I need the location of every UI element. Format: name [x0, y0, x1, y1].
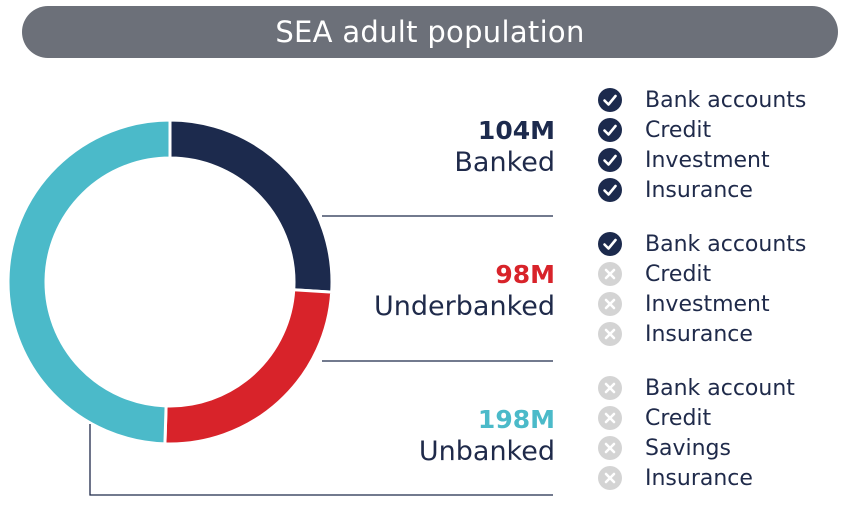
feature-item: Credit — [598, 403, 795, 433]
feature-label: Bank accounts — [645, 87, 807, 113]
feature-item: Savings — [598, 433, 795, 463]
segment-name-underbanked: Underbanked — [374, 291, 555, 322]
cross-icon — [598, 376, 622, 400]
title-bar: SEA adult population — [22, 6, 838, 58]
segment-label-underbanked: 98M Underbanked — [374, 260, 555, 324]
connector-line-unbanked — [89, 424, 553, 496]
feature-item: Credit — [598, 115, 806, 145]
segment-value-underbanked: 98M — [495, 260, 555, 289]
feature-label: Insurance — [645, 465, 753, 491]
feature-item: Insurance — [598, 175, 806, 205]
cross-icon — [598, 322, 622, 346]
feature-item: Investment — [598, 289, 806, 319]
feature-label: Credit — [645, 117, 712, 143]
cross-icon — [598, 436, 622, 460]
feature-list-banked: Bank accounts Credit Investment Insuranc… — [598, 85, 806, 205]
cross-icon — [598, 406, 622, 430]
feature-item: Insurance — [598, 463, 795, 493]
feature-item: Credit — [598, 259, 806, 289]
feature-item: Bank accounts — [598, 85, 806, 115]
feature-list-underbanked: Bank accounts Credit Investment Insuranc… — [598, 229, 806, 349]
feature-label: Insurance — [645, 321, 753, 347]
cross-icon — [598, 262, 622, 286]
feature-label: Investment — [645, 147, 770, 173]
feature-label: Bank accounts — [645, 231, 807, 257]
segment-label-banked: 104M Banked — [454, 116, 555, 180]
check-icon — [598, 232, 622, 256]
feature-label: Investment — [645, 291, 770, 317]
feature-item: Bank accounts — [598, 229, 806, 259]
segment-value-unbanked: 198M — [477, 405, 555, 434]
check-icon — [598, 88, 622, 112]
donut-segment-unbanked — [6, 118, 172, 446]
feature-label: Savings — [645, 435, 731, 461]
feature-item: Bank account — [598, 373, 795, 403]
feature-list-unbanked: Bank account Credit Savings Insurance — [598, 373, 795, 493]
cross-icon — [598, 292, 622, 316]
feature-label: Credit — [645, 261, 712, 287]
check-icon — [598, 178, 622, 202]
donut-segment-underbanked — [163, 288, 334, 446]
donut-segment-banked — [168, 118, 334, 294]
segment-label-unbanked: 198M Unbanked — [419, 405, 555, 469]
chart-title: SEA adult population — [275, 15, 585, 49]
cross-icon — [598, 466, 622, 490]
feature-label: Credit — [645, 405, 712, 431]
segment-value-banked: 104M — [477, 116, 555, 145]
feature-label: Insurance — [645, 177, 753, 203]
check-icon — [598, 118, 622, 142]
segment-name-banked: Banked — [454, 147, 555, 178]
segment-name-unbanked: Unbanked — [418, 436, 555, 467]
feature-item: Insurance — [598, 319, 806, 349]
feature-item: Investment — [598, 145, 806, 175]
feature-label: Bank account — [645, 375, 795, 401]
check-icon — [598, 148, 622, 172]
